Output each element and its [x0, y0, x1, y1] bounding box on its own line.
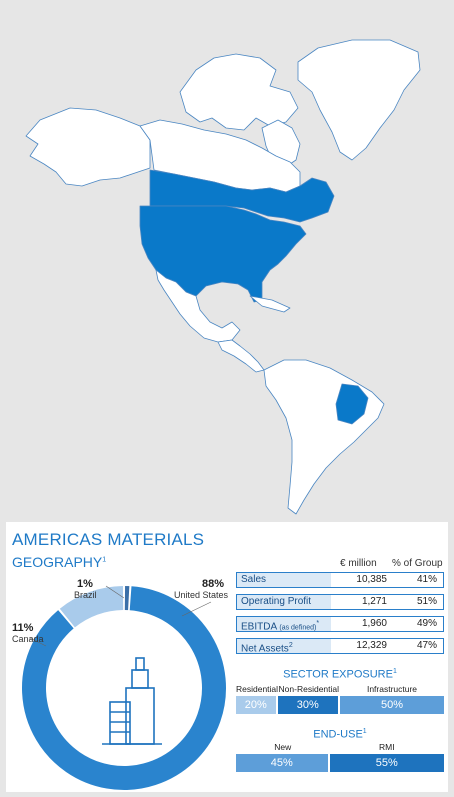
fin-pct: 41% [416, 574, 437, 585]
end-use-note: 1 [362, 728, 367, 735]
bar-segment-non-residential: 30% [277, 696, 338, 714]
fin-pct: 51% [416, 596, 437, 607]
label-name-canada: Canada [12, 634, 44, 644]
col-head-million: € million [340, 558, 377, 569]
leader-line [181, 601, 212, 617]
bar-segment-infrastructure: 50% [340, 696, 444, 714]
fin-row-operating-profit: Operating Profit 1,271 51% [236, 594, 444, 610]
bar-label-non-residential: Non-Residential [278, 684, 340, 694]
geography-donut-chart [22, 585, 226, 790]
fin-label: Net Assets2 [237, 639, 331, 655]
fin-value: 12,329 [356, 640, 387, 651]
donut-slice-canada [59, 586, 124, 628]
fin-label-text: Sales [241, 574, 267, 585]
sector-exposure-title-text: SECTOR EXPOSURE [283, 668, 393, 681]
caribbean-shape [249, 295, 291, 313]
fin-label: Sales [237, 573, 331, 587]
panel-title: AMERICAS MATERIALS [12, 530, 205, 549]
bar-segment-new: 45% [236, 754, 328, 772]
end-use-title-text: END-USE [313, 728, 363, 741]
arctic-islands-shape [179, 53, 299, 131]
central-america-shape [217, 339, 265, 373]
mexico-shape [155, 269, 241, 343]
fin-value: 1,271 [361, 596, 387, 607]
fin-label-suffix: * [316, 620, 320, 627]
greenland-shape [297, 39, 421, 161]
sector-exposure-title: SECTOR EXPOSURE1 [236, 668, 444, 681]
sector-exposure-note: 1 [392, 668, 397, 675]
fin-value: 1,960 [361, 618, 387, 629]
fin-value: 10,385 [356, 574, 387, 585]
fin-label-suffix: 2 [288, 642, 293, 649]
fin-label-text: Net Assets [241, 643, 289, 655]
geography-subtitle-text: GEOGRAPHY [12, 554, 103, 570]
bar-segment-residential: 20% [236, 696, 276, 714]
bar-label-new: New [274, 742, 292, 752]
bar-label-residential: Residential [236, 684, 279, 694]
fin-label: EBITDA (as defined)* [237, 617, 331, 633]
label-pct-usa: 88% [202, 578, 225, 590]
label-pct-canada: 11% [12, 622, 34, 634]
fin-label-text: EBITDA [241, 621, 277, 633]
americas-map [25, 39, 421, 515]
fin-pct: 49% [416, 618, 437, 629]
info-panel: AMERICAS MATERIALS GEOGRAPHY1 1% Brazil … [6, 522, 448, 792]
label-name-usa: United States [174, 590, 229, 600]
bar-label-infrastructure: Infrastructure [366, 684, 418, 694]
leader-line [105, 585, 125, 599]
building-icon [102, 657, 162, 745]
fin-row-net-assets: Net Assets2 12,329 47% [236, 638, 444, 654]
fin-label-text: Operating Profit [241, 596, 312, 607]
bar-label-rmi: RMI [378, 742, 395, 752]
bar-segment-rmi: 55% [329, 754, 444, 772]
fin-label: Operating Profit [237, 595, 331, 609]
fin-pct: 47% [416, 640, 437, 651]
fin-row-ebitda: EBITDA (as defined)* 1,960 49% [236, 616, 444, 632]
fin-label-note: (as defined) [279, 624, 317, 632]
end-use-title: END-USE1 [236, 728, 444, 741]
south-america-shape [263, 359, 385, 515]
fin-row-sales: Sales 10,385 41% [236, 572, 444, 588]
donut-slice-united-states [22, 586, 226, 790]
brazil-southeast-shape [335, 383, 369, 425]
col-head-group: % of Group [392, 558, 443, 569]
geography-note: 1 [102, 556, 107, 564]
label-pct-brazil: 1% [77, 578, 93, 590]
geography-subtitle: GEOGRAPHY1 [12, 554, 106, 570]
label-name-brazil: Brazil [74, 590, 97, 600]
leader-line [29, 637, 47, 647]
alaska-shape [25, 107, 151, 187]
